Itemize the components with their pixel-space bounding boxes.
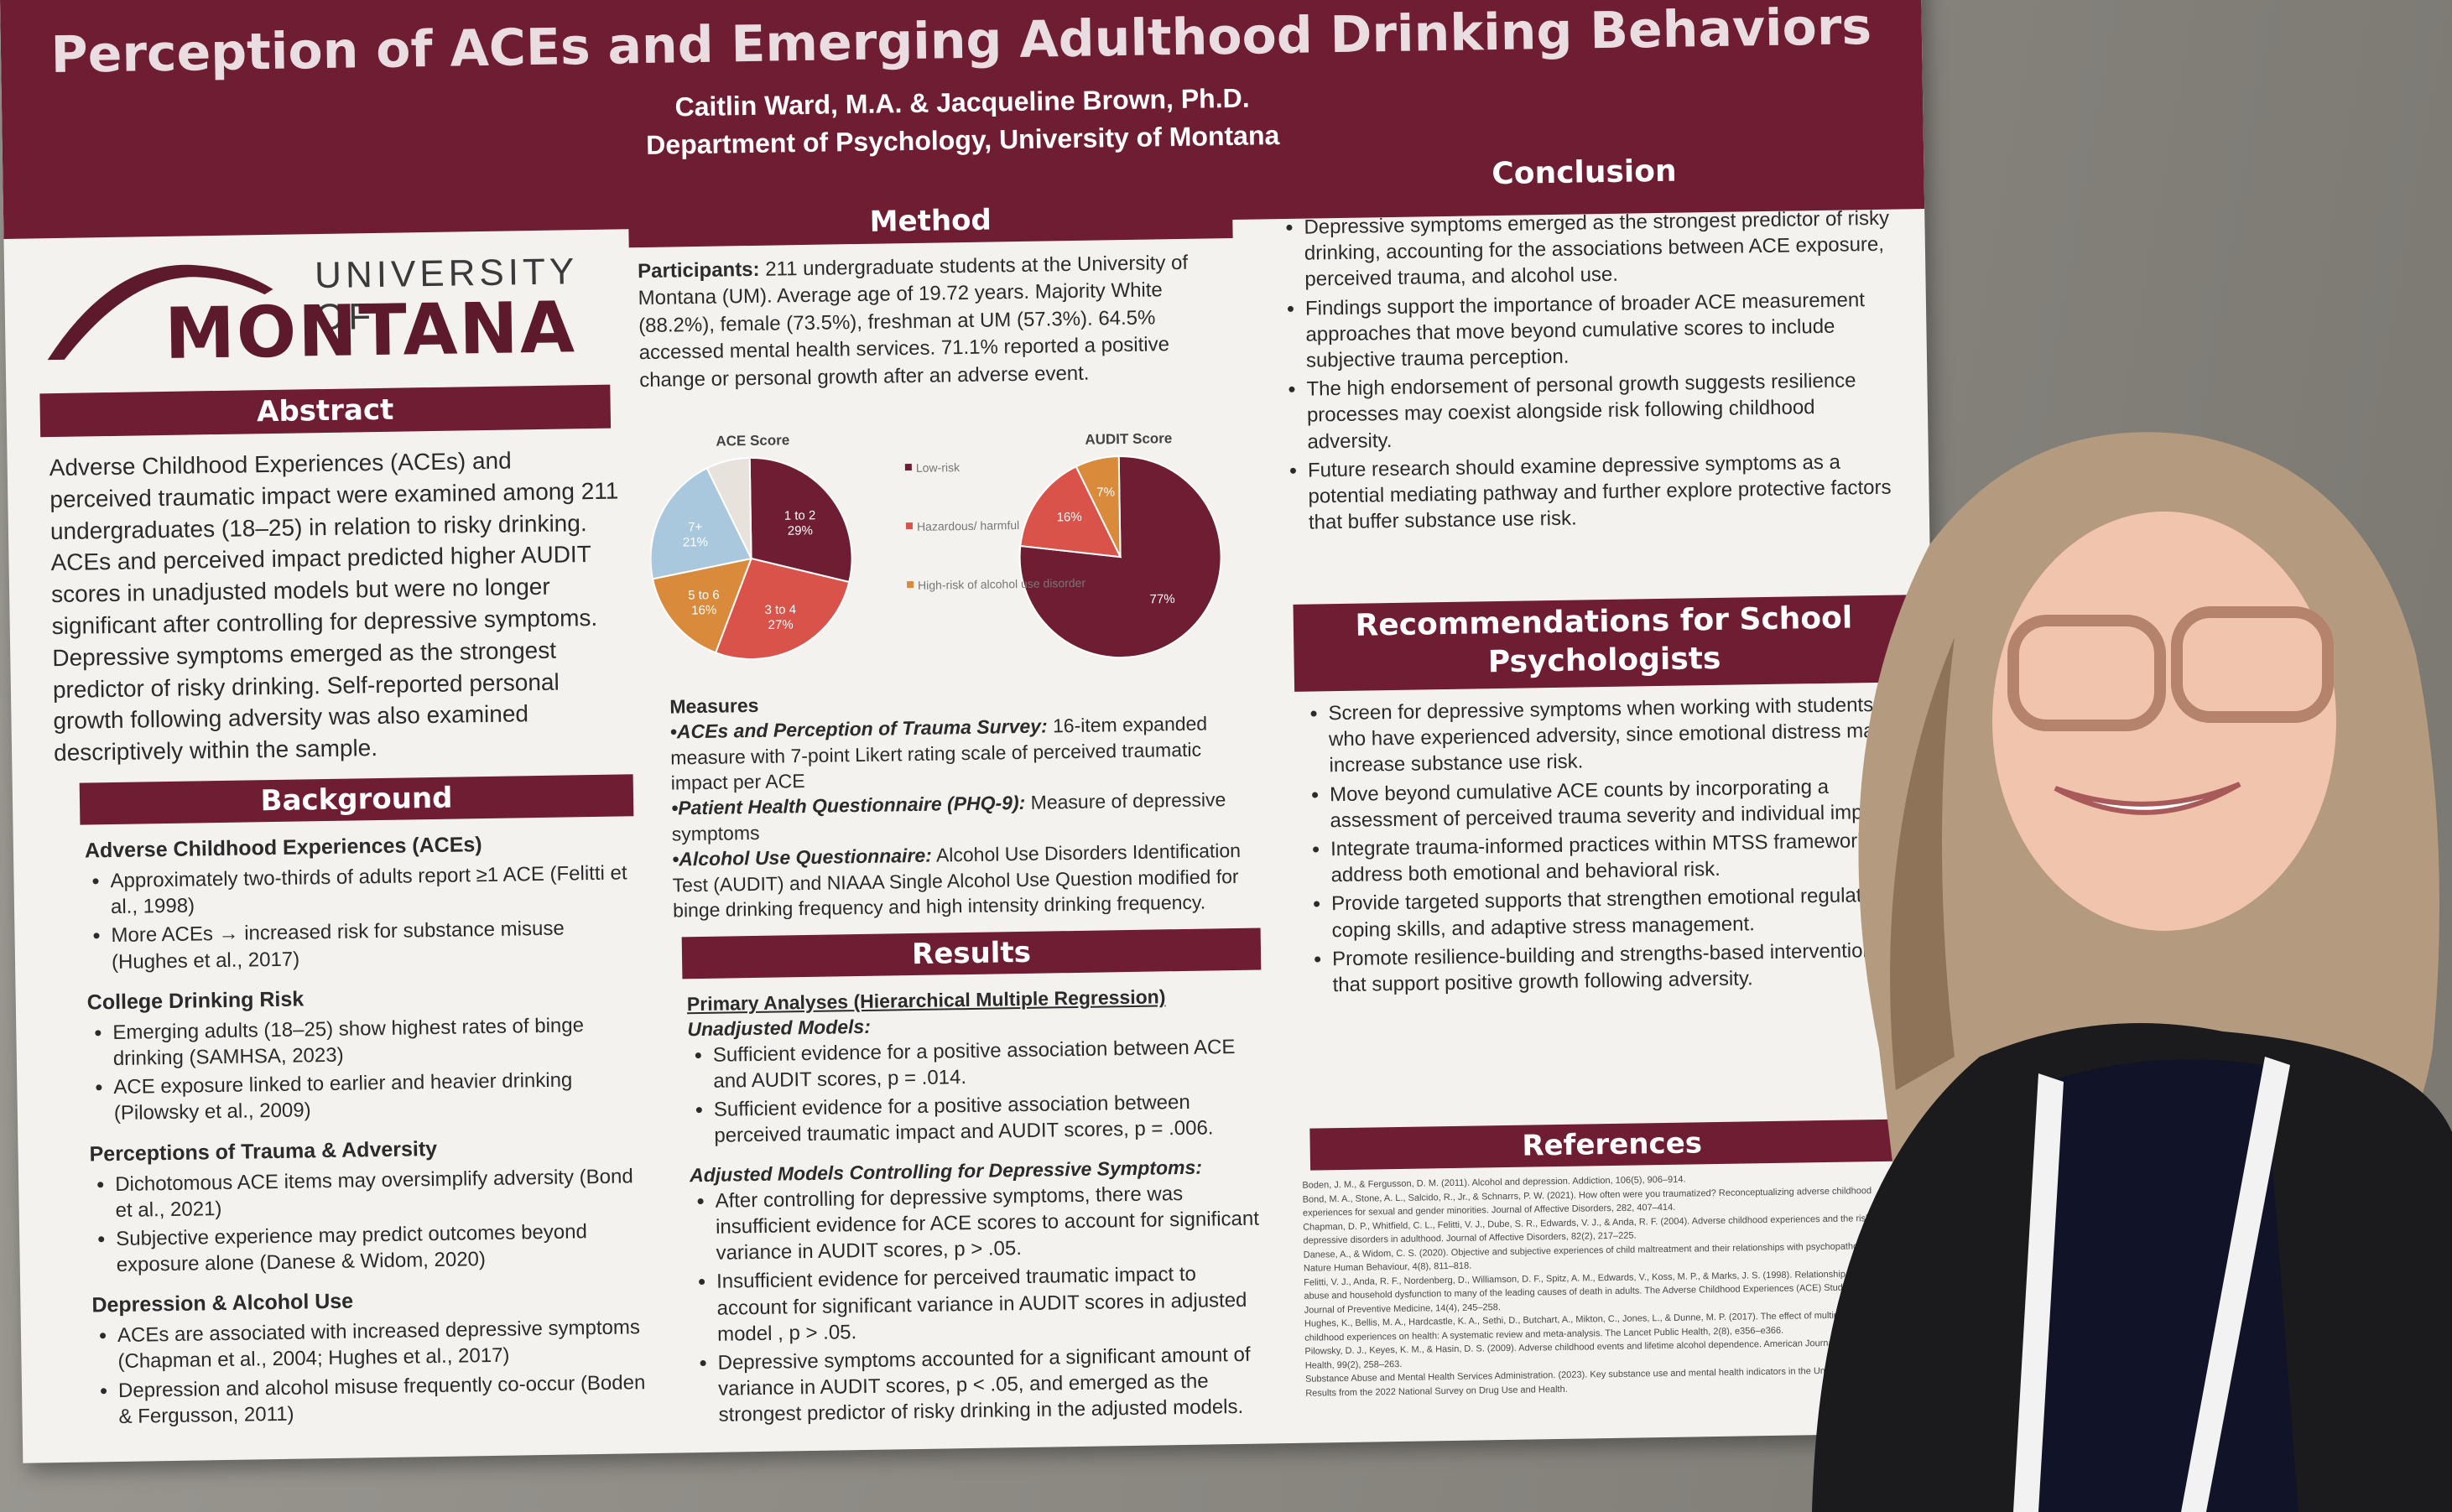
conclusion-list: Depressive symptoms emerged as the stron… [1278, 205, 1904, 536]
conclusion-item: Findings support the importance of broad… [1305, 286, 1902, 374]
background-subheading: Perceptions of Trauma & Adversity [89, 1136, 438, 1166]
conclusion-item: The high endorsement of personal growth … [1306, 367, 1903, 455]
measure-item: •Alcohol Use Questionnaire: Alcohol Use … [672, 838, 1252, 923]
research-poster: Perception of ACEs and Emerging Adulthoo… [0, 0, 1944, 1463]
references-heading: References [1309, 1119, 1915, 1171]
recommendation-item: Promote resilience-building and strength… [1332, 937, 1912, 998]
background-list: Emerging adults (18–25) show highest rat… [87, 1011, 643, 1127]
logo-bottom-text: MONTANA [164, 286, 577, 375]
unadjusted-item: Sufficient evidence for a positive assoc… [713, 1033, 1268, 1094]
participants-block: Participants: 211 undergraduate students… [638, 249, 1226, 394]
recommendation-item: Move beyond cumulative ACE counts by inc… [1330, 772, 1909, 834]
pie-slice [748, 457, 853, 584]
background-list: ACEs are associated with increased depre… [92, 1314, 648, 1430]
conclusion-block: Depressive symptoms emerged as the stron… [1278, 205, 1904, 549]
recommendations-list: Screen for depressive symptoms when work… [1303, 691, 1911, 998]
background-item: Subjective experience may predict outcom… [116, 1218, 645, 1278]
adjusted-item: After controlling for depressive symptom… [715, 1179, 1269, 1266]
pie-slice-label: 27% [768, 618, 793, 632]
recommendation-item: Integrate trauma-informed practices with… [1330, 827, 1910, 888]
measure-item: •Patient Health Questionnaire (PHQ-9): M… [671, 787, 1251, 847]
legend-label: Low-risk [916, 460, 960, 475]
unadjusted-list: Sufficient evidence for a positive assoc… [688, 1033, 1268, 1150]
pie-slice [714, 557, 851, 661]
pie-slice-label: 77% [1149, 592, 1174, 606]
background-item: Approximately two-thirds of adults repor… [110, 860, 639, 920]
method-heading: Method [627, 194, 1233, 248]
background-item: Depression and alcohol misuse frequently… [118, 1369, 648, 1430]
pie-slice-label: 29% [788, 523, 813, 538]
pie-slice-label: 1 to 2 [784, 508, 816, 523]
legend-swatch [904, 463, 912, 471]
pie-slice-label: 16% [1057, 510, 1082, 524]
pie-slice [1019, 465, 1122, 559]
recommendation-item: Provide targeted supports that strengthe… [1331, 882, 1911, 943]
pie-slice-label: 5 to 6 [688, 588, 720, 603]
pie-slice-label: 7+ [688, 520, 703, 534]
background-item: More ACEs → increased risk for substance… [111, 915, 640, 975]
measure-name: •Alcohol Use Questionnaire: [671, 844, 933, 870]
legend-swatch [905, 522, 914, 530]
measure-name: •ACEs and Perception of Trauma Survey: [669, 714, 1048, 743]
background-item: ACEs are associated with increased depre… [117, 1314, 647, 1374]
pie-slice [1075, 455, 1122, 558]
pie-slice [651, 557, 753, 654]
background-item: ACE exposure linked to earlier and heavi… [113, 1066, 643, 1126]
legend-label: High-risk of alcohol use disorder [918, 576, 1086, 592]
background-item: Dichotomous ACE items may oversimplify a… [115, 1163, 644, 1224]
measure-name: •Patient Health Questionnaire (PHQ-9): [671, 792, 1026, 819]
recommendations-heading: Recommendations for School Psychologists [1293, 595, 1916, 692]
abstract-heading: Abstract [39, 384, 612, 438]
background-subheading: Depression & Alcohol Use [91, 1289, 354, 1317]
background-list: Approximately two-thirds of adults repor… [85, 860, 640, 975]
legend-label: Hazardous/ harmful [917, 518, 1019, 533]
adjusted-item: Depressive symptoms accounted for a sign… [717, 1341, 1272, 1428]
mountain-arc-icon [47, 264, 273, 361]
university-logo: UNIVERSITY OF MONTANA [38, 234, 610, 377]
pie-slice-label: 21% [683, 535, 708, 549]
background-heading: Background [79, 774, 634, 825]
pie-slice-label: 3 to 4 [764, 602, 796, 617]
background-item: Emerging adults (18–25) show highest rat… [112, 1011, 642, 1072]
adjusted-item: Insufficient evidence for perceived trau… [716, 1260, 1271, 1348]
recommendation-item: Screen for depressive symptoms when work… [1328, 691, 1908, 778]
conclusion-item: Future research should examine depressiv… [1308, 448, 1904, 536]
pie-title: AUDIT Score [1085, 430, 1172, 448]
participants-label: Participants: [637, 257, 760, 283]
poster-title: Perception of ACEs and Emerging Adulthoo… [50, 0, 1872, 86]
background-list: Dichotomous ACE items may oversimplify a… [90, 1163, 645, 1279]
abstract-text: Adverse Childhood Experiences (ACEs) and… [49, 447, 619, 766]
references-list: Boden, J. M., & Fergusson, D. M. (2011).… [1302, 1170, 1901, 1400]
results-block: Primary Analyses (Hierarchical Multiple … [687, 982, 1273, 1442]
background-subheading: Adverse Childhood Experiences (ACEs) [84, 833, 482, 863]
background-subheading: College Drinking Risk [86, 987, 305, 1015]
unadjusted-item: Sufficient evidence for a positive assoc… [714, 1089, 1268, 1150]
pie-title: ACE Score [716, 432, 789, 449]
pie-slice-label: 16% [691, 603, 716, 617]
measures-block: Measures •ACEs and Perception of Trauma S… [669, 685, 1252, 923]
pie-slice [649, 466, 753, 580]
adjusted-list: After controlling for depressive symptom… [690, 1179, 1272, 1428]
pie-slice-label: 7% [1096, 486, 1115, 500]
results-heading: Results [681, 927, 1262, 979]
conclusion-item: Depressive symptoms emerged as the stron… [1304, 205, 1900, 293]
recommendations-block: Screen for depressive symptoms when work… [1303, 691, 1912, 1011]
measure-item: •ACEs and Perception of Trauma Survey: 1… [670, 710, 1250, 796]
pie-slice [705, 457, 752, 559]
legend-swatch [907, 580, 914, 589]
background-content: Adverse Childhood Experiences (ACEs)Appr… [85, 829, 648, 1443]
